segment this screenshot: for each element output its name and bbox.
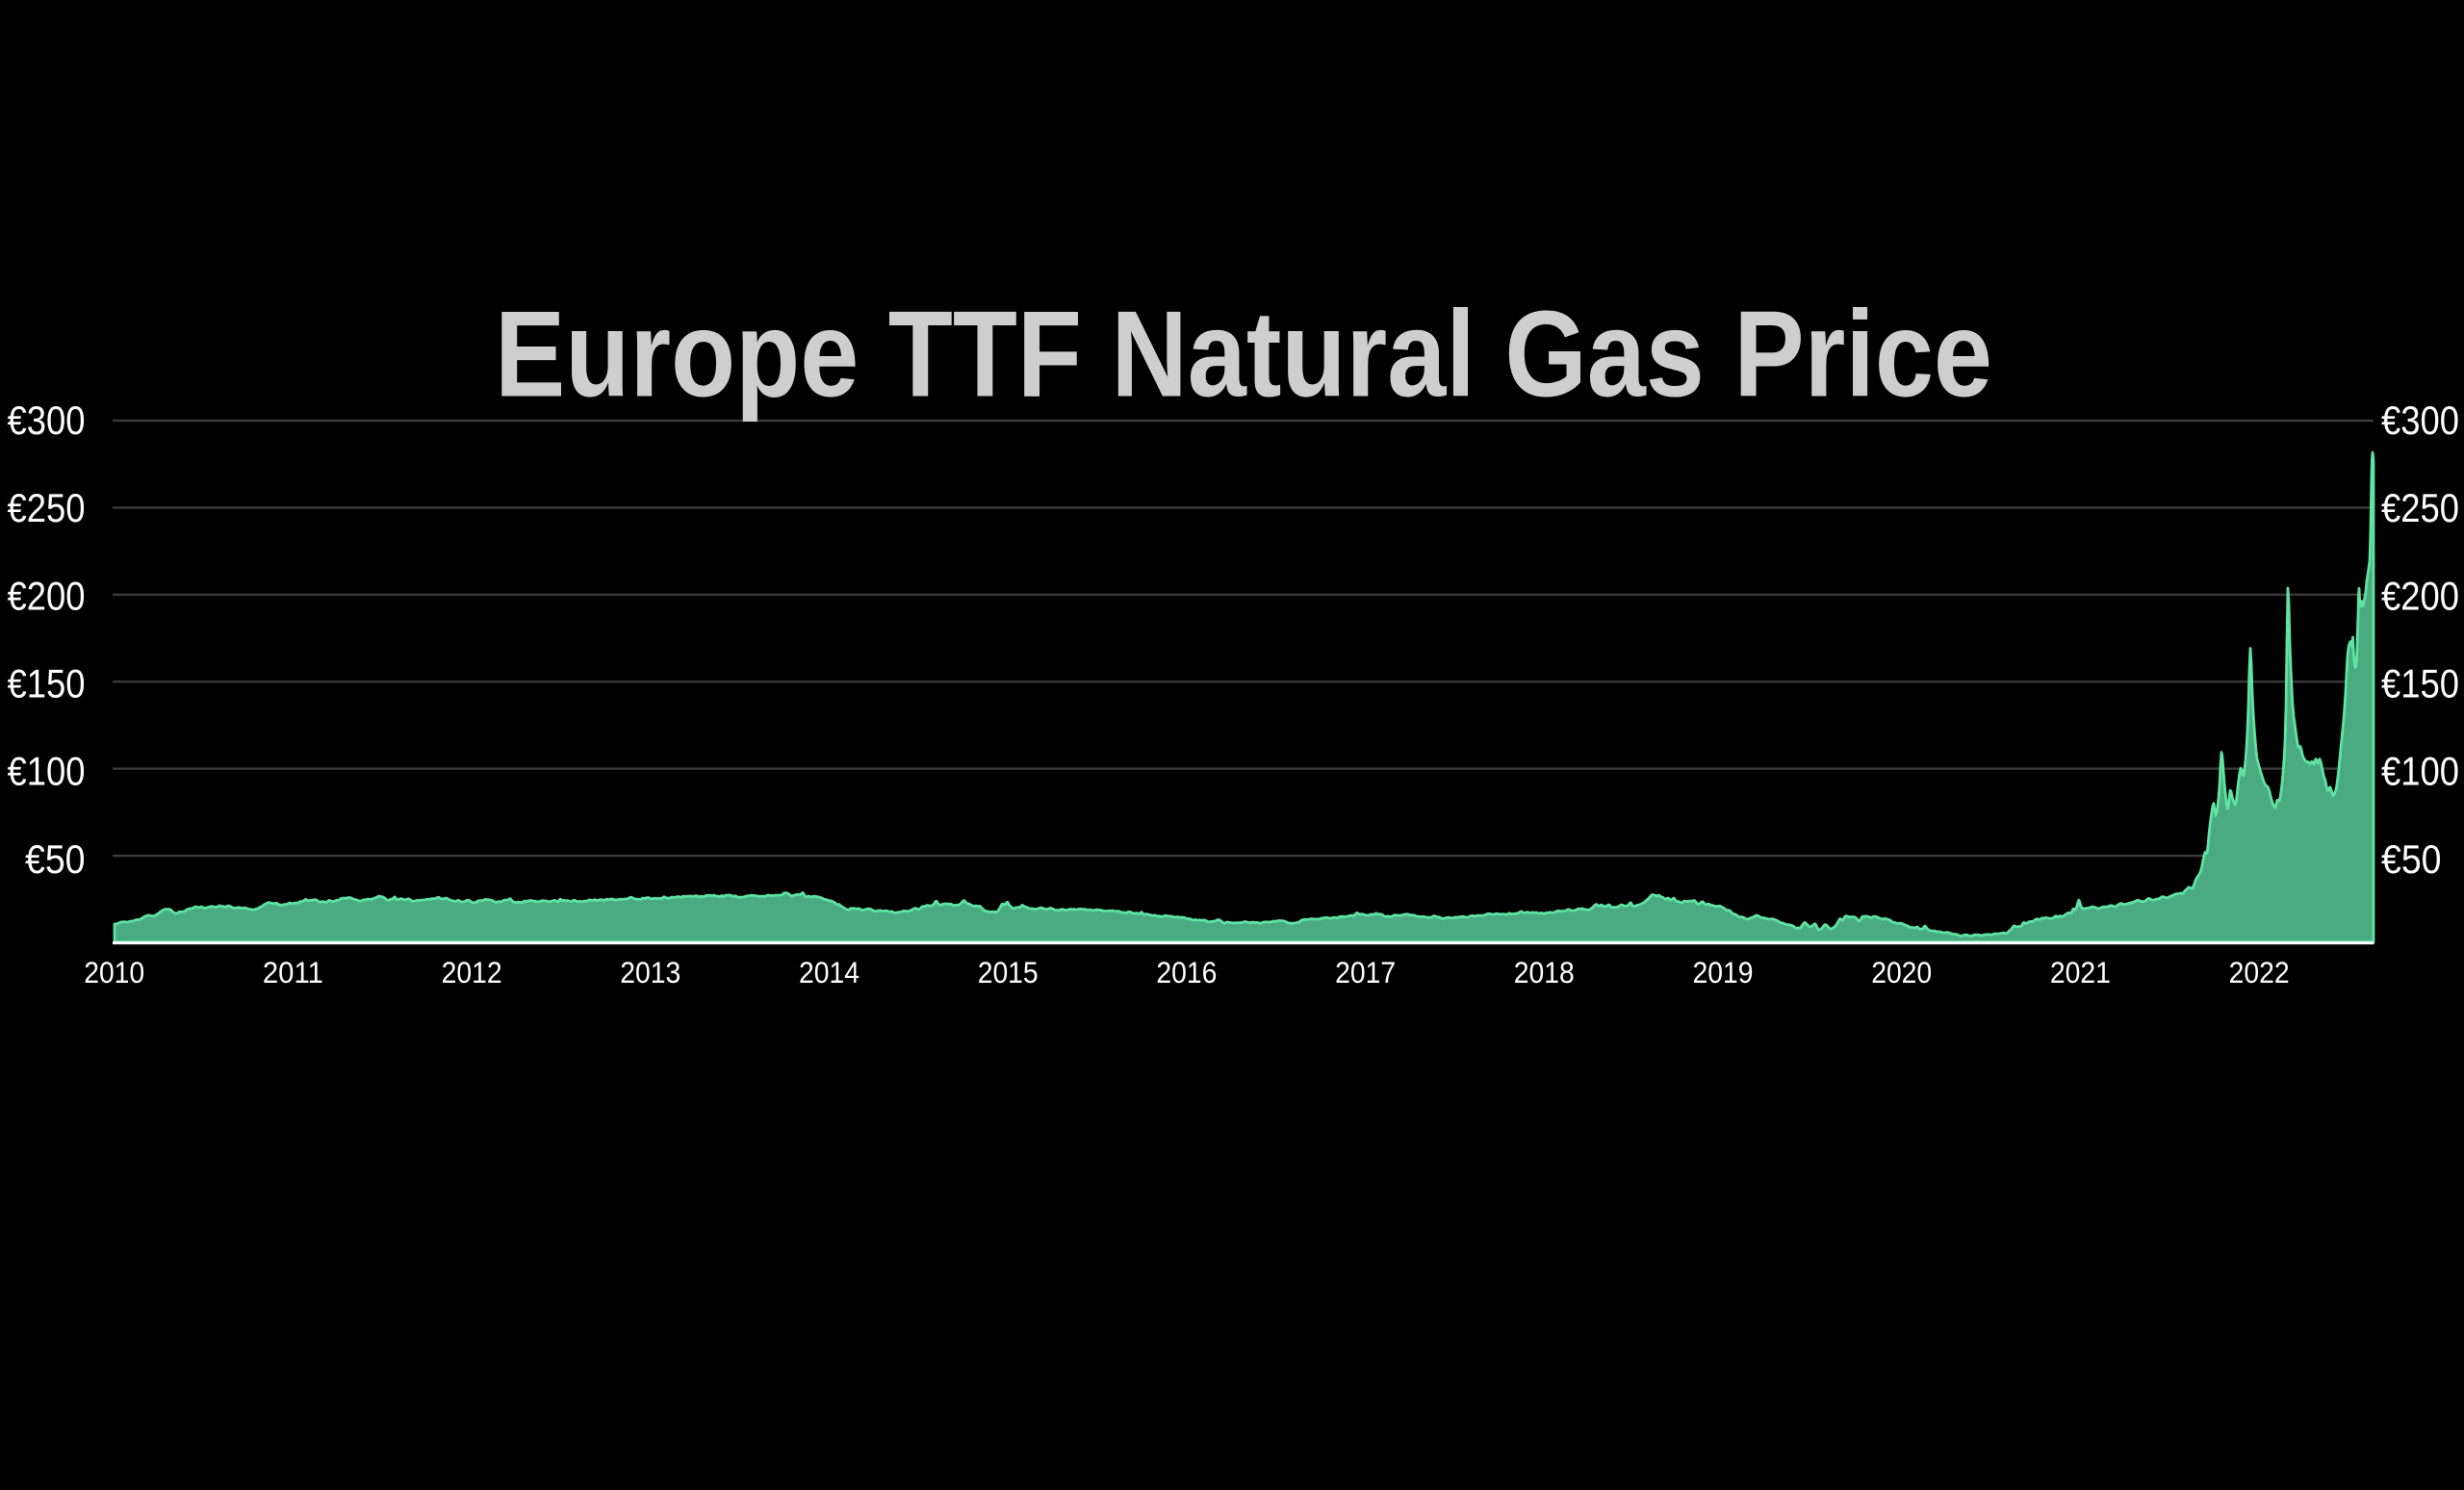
svg-text:2013: 2013 [620, 955, 680, 989]
svg-text:€300: €300 [8, 398, 86, 443]
svg-text:2018: 2018 [1514, 955, 1575, 989]
svg-text:€150: €150 [8, 661, 86, 706]
svg-text:2022: 2022 [2229, 955, 2290, 989]
svg-text:2020: 2020 [1871, 955, 1932, 989]
svg-text:2015: 2015 [978, 955, 1039, 989]
svg-text:2014: 2014 [799, 955, 860, 989]
svg-text:€100: €100 [2381, 749, 2459, 794]
svg-text:2017: 2017 [1335, 955, 1396, 989]
svg-text:Europe TTF Natural Gas Price: Europe TTF Natural Gas Price [495, 286, 1992, 423]
svg-text:2010: 2010 [84, 955, 144, 989]
svg-text:2012: 2012 [442, 955, 502, 989]
svg-text:2016: 2016 [1156, 955, 1217, 989]
svg-text:€50: €50 [2381, 836, 2442, 882]
svg-text:€300: €300 [2381, 398, 2459, 443]
svg-text:2011: 2011 [263, 955, 323, 989]
svg-text:€250: €250 [2381, 485, 2459, 530]
svg-text:€250: €250 [8, 485, 86, 530]
svg-text:€200: €200 [2381, 573, 2459, 618]
svg-text:€50: €50 [25, 836, 86, 882]
svg-text:€100: €100 [8, 749, 86, 794]
svg-text:2019: 2019 [1693, 955, 1754, 989]
svg-text:€150: €150 [2381, 661, 2459, 706]
svg-text:2021: 2021 [2050, 955, 2111, 989]
svg-text:€200: €200 [8, 573, 86, 618]
